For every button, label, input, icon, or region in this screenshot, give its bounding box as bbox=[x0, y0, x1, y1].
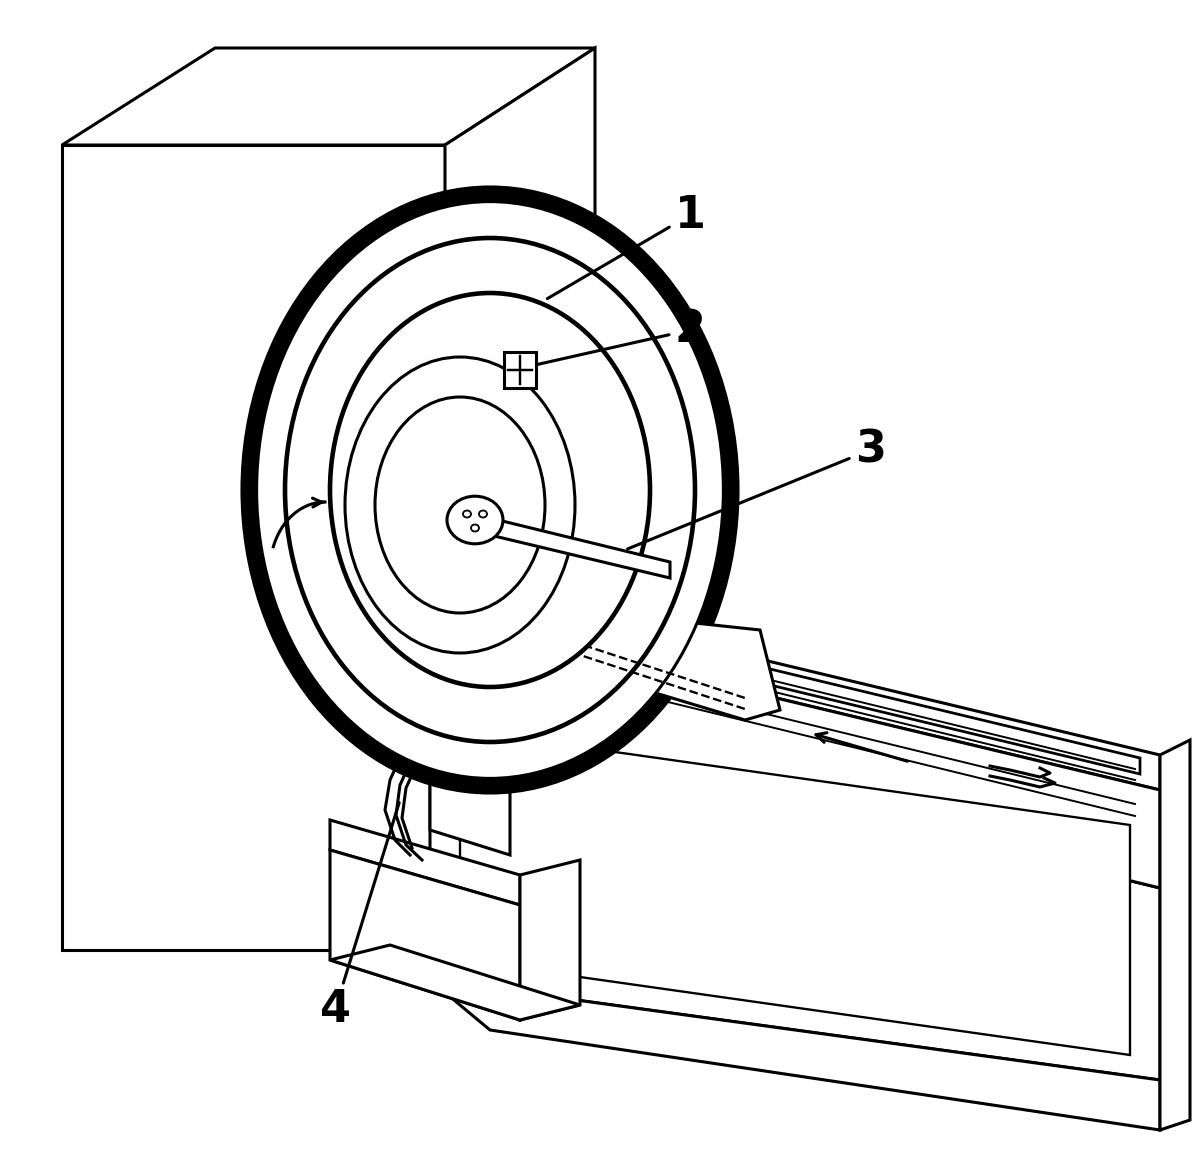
Polygon shape bbox=[504, 352, 536, 388]
Polygon shape bbox=[460, 730, 1129, 1055]
Polygon shape bbox=[430, 710, 510, 855]
Polygon shape bbox=[330, 820, 520, 906]
Text: 4: 4 bbox=[319, 802, 399, 1031]
Ellipse shape bbox=[463, 510, 471, 517]
Polygon shape bbox=[480, 601, 781, 720]
Polygon shape bbox=[1159, 740, 1189, 1130]
Polygon shape bbox=[490, 518, 670, 578]
Polygon shape bbox=[62, 48, 595, 145]
Polygon shape bbox=[62, 145, 445, 950]
Polygon shape bbox=[330, 945, 580, 1021]
Ellipse shape bbox=[251, 195, 730, 785]
Ellipse shape bbox=[330, 293, 650, 687]
Ellipse shape bbox=[275, 225, 705, 755]
Ellipse shape bbox=[472, 602, 511, 632]
Polygon shape bbox=[450, 592, 1140, 774]
Ellipse shape bbox=[375, 396, 546, 613]
Ellipse shape bbox=[257, 202, 723, 779]
Polygon shape bbox=[445, 48, 595, 950]
Polygon shape bbox=[430, 710, 1159, 1080]
Ellipse shape bbox=[345, 357, 576, 653]
Text: 1: 1 bbox=[548, 194, 705, 299]
Ellipse shape bbox=[350, 316, 629, 665]
Polygon shape bbox=[430, 979, 1159, 1130]
Polygon shape bbox=[430, 579, 1159, 789]
Ellipse shape bbox=[447, 496, 504, 544]
Ellipse shape bbox=[471, 524, 478, 531]
Polygon shape bbox=[430, 615, 1159, 888]
Ellipse shape bbox=[478, 510, 487, 517]
Polygon shape bbox=[520, 860, 580, 1021]
Polygon shape bbox=[330, 850, 520, 1021]
Ellipse shape bbox=[320, 280, 659, 700]
Text: 2: 2 bbox=[537, 308, 705, 365]
Text: 3: 3 bbox=[627, 428, 885, 549]
